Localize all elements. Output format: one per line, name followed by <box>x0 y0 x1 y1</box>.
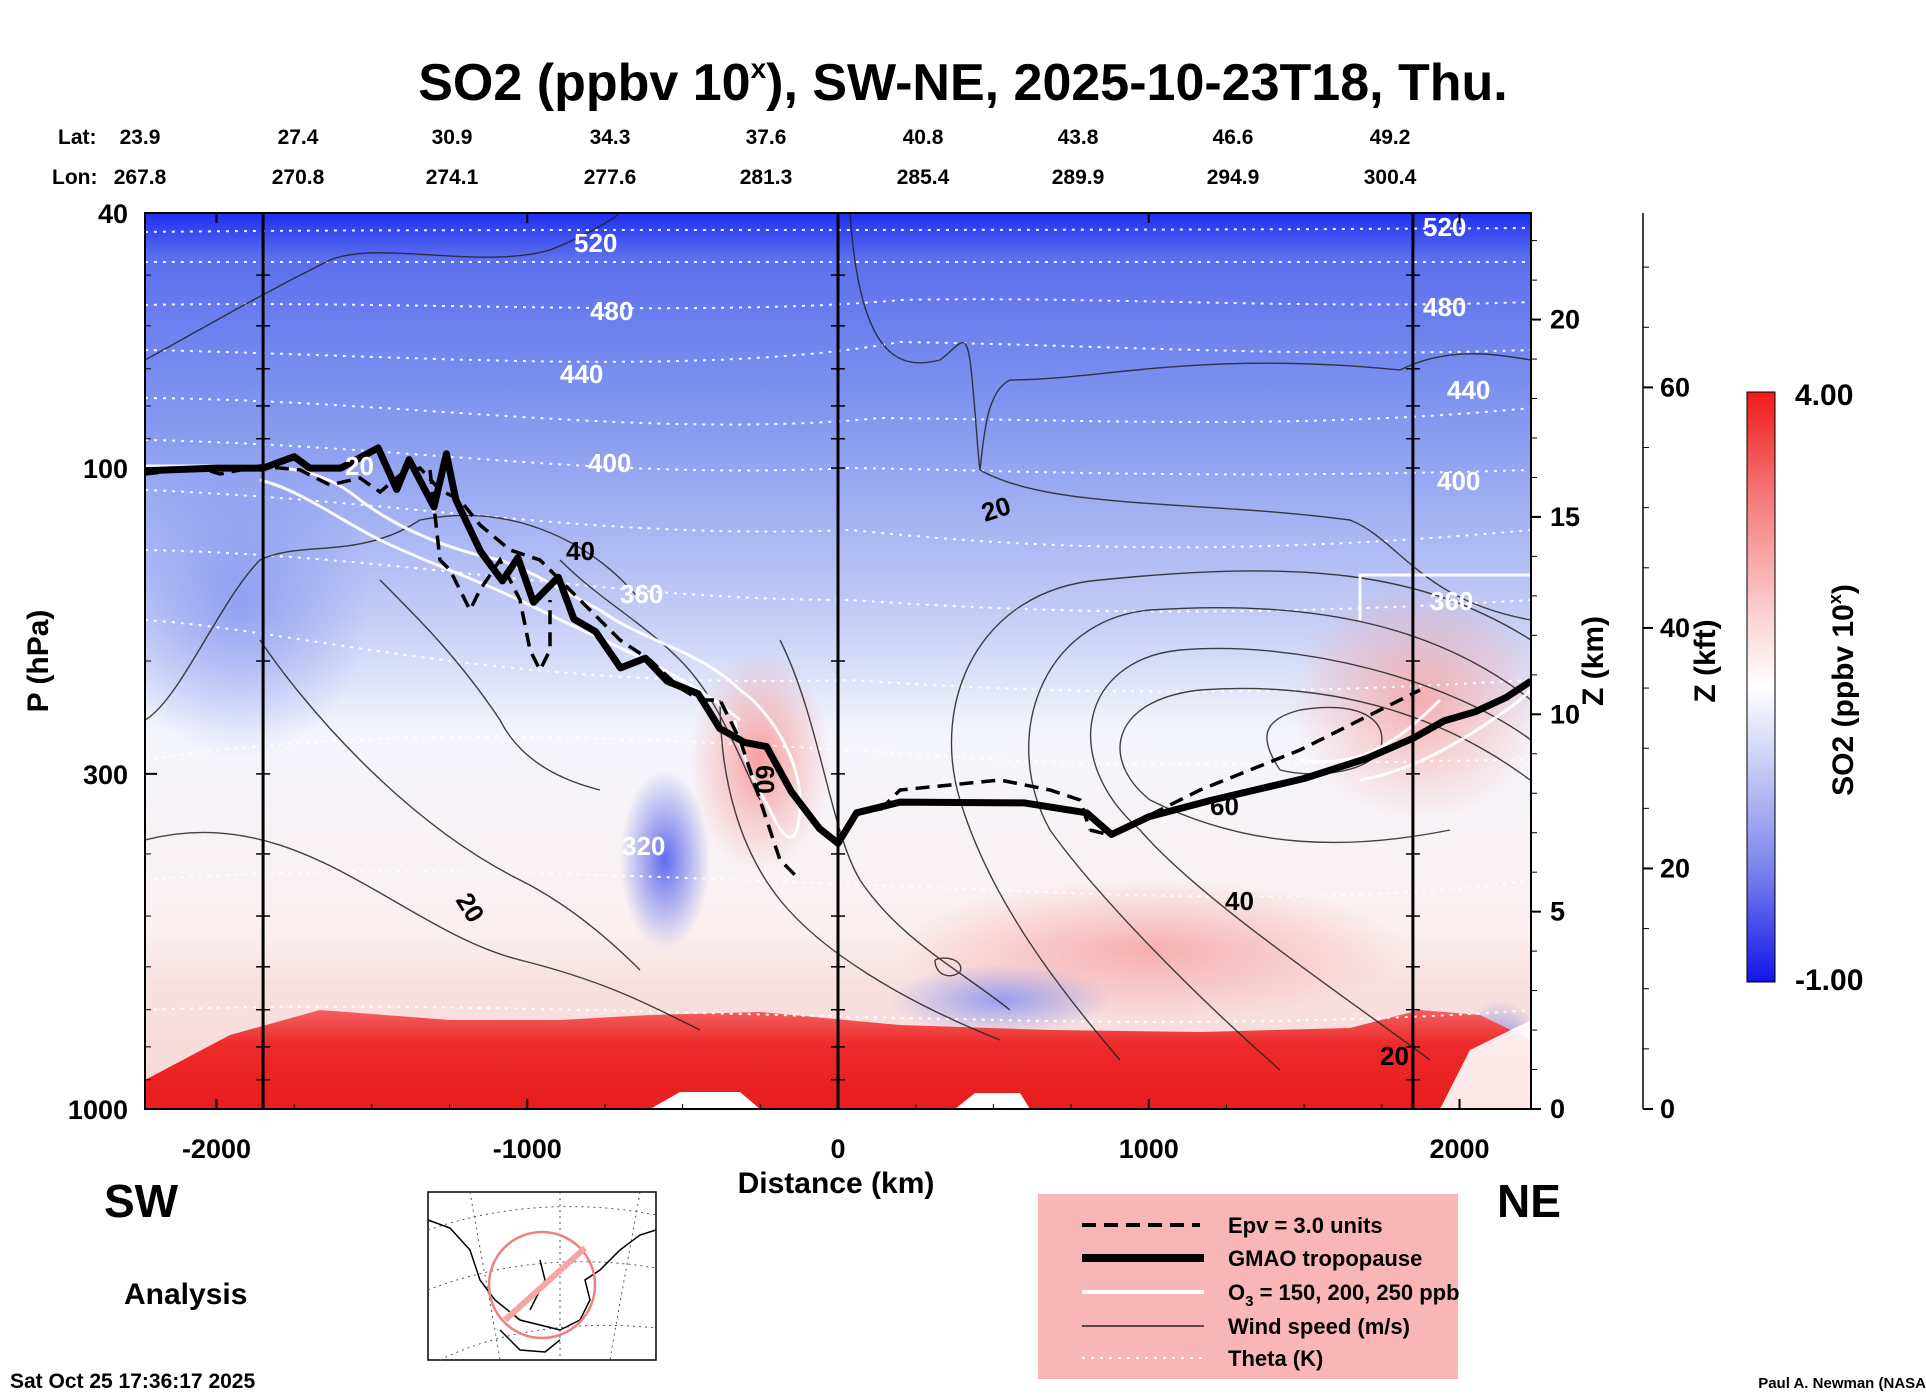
colorbar <box>1746 391 1776 983</box>
theta-contours <box>145 227 1531 1023</box>
theta-label: 360 <box>1430 586 1473 616</box>
heatmap-field <box>145 213 1531 1109</box>
z-km-axis-label: Z (km) <box>1577 616 1610 706</box>
ne-label: NE <box>1497 1175 1561 1227</box>
lon-value: 277.6 <box>584 166 637 189</box>
lat-value: 49.2 <box>1370 126 1411 149</box>
lat-value: 40.8 <box>903 126 944 149</box>
colorbar-label: SO2 (ppbv 10x) <box>1825 584 1860 796</box>
z-kft-tick-label: 0 <box>1660 1094 1675 1124</box>
theta-label: 440 <box>560 359 603 389</box>
wind-label: 20 <box>1380 1041 1409 1071</box>
gmao-tropopause-line <box>145 444 1531 847</box>
so2-negative-blob <box>890 965 1110 1035</box>
z-kft-tick-label: 20 <box>1660 853 1690 883</box>
inset-map-frame <box>427 1191 657 1361</box>
y-tick-label: 1000 <box>68 1095 128 1125</box>
so2-boundary-layer-gap <box>1440 1020 1531 1109</box>
inset-map <box>427 1191 657 1361</box>
wind-label: 60 <box>750 765 780 794</box>
colorbar-min-label: -1.00 <box>1795 964 1863 997</box>
lat-value: 27.4 <box>278 126 319 149</box>
so2-negative-blob <box>620 770 710 950</box>
analysis-label: Analysis <box>124 1278 247 1311</box>
x-tick-label: -2000 <box>182 1134 251 1164</box>
y-axis-label: P (hPa) <box>22 610 55 713</box>
lat-lon-values: 23.9 27.4 30.9 34.3 37.6 40.8 43.8 46.6 49.2 267.… <box>114 126 1417 189</box>
x-tick-label: 2000 <box>1429 1134 1489 1164</box>
z-km-tick-label: 0 <box>1550 1094 1565 1124</box>
theta-label: 480 <box>590 296 633 326</box>
lat-value: 46.6 <box>1213 126 1254 149</box>
legend-theta-label: Theta (K) <box>1228 1346 1323 1371</box>
lat-value: 23.9 <box>120 126 161 149</box>
inset-section-line <box>502 1245 588 1323</box>
legend-epv-label: Epv = 3.0 units <box>1228 1213 1383 1238</box>
lat-value: 30.9 <box>432 126 473 149</box>
section-vertical-lines <box>256 212 1420 1109</box>
theta-label: 480 <box>1423 292 1466 322</box>
theta-label: 520 <box>574 228 617 258</box>
z-kft-tick-label: 40 <box>1660 613 1690 643</box>
lon-value: 289.9 <box>1052 166 1105 189</box>
wind-label: 40 <box>566 536 595 566</box>
theta-label: 320 <box>622 831 665 861</box>
lon-row-label: Lon: <box>52 166 97 189</box>
z-km-tick-label: 20 <box>1550 305 1580 335</box>
z-kft-axis: 60 40 20 0 <box>1643 266 1690 1124</box>
wind-label: 20 <box>345 451 374 481</box>
z-km-tick-label: 10 <box>1550 699 1580 729</box>
credit: Paul A. Newman (NASA <box>1758 1375 1926 1392</box>
lat-row-label: Lat: <box>58 126 97 149</box>
so2-positive-blob <box>690 650 830 870</box>
lat-value: 43.8 <box>1058 126 1099 149</box>
z-kft-axis-label: Z (kft) <box>1689 619 1722 702</box>
inset-range-circle <box>487 1230 597 1340</box>
lon-value: 300.4 <box>1364 166 1417 189</box>
z-kft-tick-label: 60 <box>1660 372 1690 402</box>
so2-negative-blob <box>145 440 370 760</box>
lon-value: 294.9 <box>1207 166 1260 189</box>
lon-value: 281.3 <box>740 166 793 189</box>
legend-ozone-label: O3 = 150, 200, 250 ppb <box>1228 1280 1460 1310</box>
theta-label: 440 <box>1447 375 1490 405</box>
lat-value: 37.6 <box>746 126 787 149</box>
timestamp: Sat Oct 25 17:36:17 2025 <box>10 1370 255 1393</box>
wind-label: 40 <box>1225 886 1254 916</box>
colorbar-max-label: 4.00 <box>1795 379 1853 412</box>
y-tick-label: 100 <box>83 454 128 484</box>
y-tick-label: 300 <box>83 760 128 790</box>
x-axis: -2000 -1000 0 1000 2000 <box>182 213 1490 1164</box>
z-km-tick-label: 5 <box>1550 897 1565 927</box>
x-tick-label: 0 <box>830 1134 845 1164</box>
x-tick-label: -1000 <box>493 1134 562 1164</box>
y-tick-label: 40 <box>98 199 128 229</box>
sw-label: SW <box>104 1175 179 1227</box>
lon-value: 274.1 <box>426 166 479 189</box>
legend-tropopause-label: GMAO tropopause <box>1228 1246 1422 1271</box>
legend-wind-label: Wind speed (m/s) <box>1228 1314 1410 1339</box>
lon-value: 285.4 <box>897 166 950 189</box>
lon-value: 270.8 <box>272 166 325 189</box>
theta-label: 400 <box>1437 466 1480 496</box>
x-tick-label: 1000 <box>1119 1134 1179 1164</box>
theta-label: 400 <box>588 448 631 478</box>
lat-value: 34.3 <box>590 126 631 149</box>
y-axis: 40 100 300 1000 <box>68 199 157 1125</box>
lon-value: 267.8 <box>114 166 167 189</box>
x-axis-label: Distance (km) <box>738 1167 935 1200</box>
z-km-axis: 20 15 10 5 0 <box>1531 240 1580 1124</box>
z-km-tick-label: 15 <box>1550 502 1580 532</box>
chart-title: SO2 (ppbv 10x), SW-NE, 2025-10-23T18, Th… <box>418 53 1508 112</box>
so2-surface-notch <box>650 1092 1030 1109</box>
wind-speed-contours <box>145 213 1531 1071</box>
wind-label: 60 <box>1210 791 1239 821</box>
theta-label: 360 <box>620 579 663 609</box>
legend: Epv = 3.0 units GMAO tropopause O3 = 150… <box>1038 1194 1460 1379</box>
